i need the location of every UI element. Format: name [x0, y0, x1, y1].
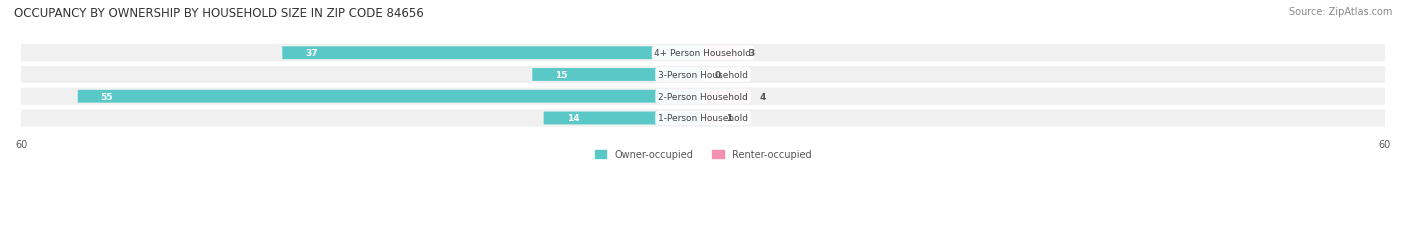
Text: 3: 3 [748, 49, 755, 58]
FancyBboxPatch shape [703, 90, 748, 103]
Legend: Owner-occupied, Renter-occupied: Owner-occupied, Renter-occupied [591, 146, 815, 164]
Text: OCCUPANCY BY OWNERSHIP BY HOUSEHOLD SIZE IN ZIP CODE 84656: OCCUPANCY BY OWNERSHIP BY HOUSEHOLD SIZE… [14, 7, 423, 20]
Text: 1-Person Household: 1-Person Household [658, 114, 748, 123]
Text: 37: 37 [305, 49, 318, 58]
Text: 4: 4 [759, 92, 766, 101]
FancyBboxPatch shape [703, 112, 714, 125]
FancyBboxPatch shape [21, 45, 1385, 62]
FancyBboxPatch shape [77, 90, 703, 103]
FancyBboxPatch shape [283, 47, 703, 60]
Text: 0: 0 [714, 71, 720, 80]
FancyBboxPatch shape [21, 67, 1385, 84]
FancyBboxPatch shape [703, 47, 737, 60]
FancyBboxPatch shape [21, 88, 1385, 105]
Text: 14: 14 [567, 114, 579, 123]
Text: 1: 1 [725, 114, 733, 123]
FancyBboxPatch shape [21, 110, 1385, 127]
Text: 4+ Person Household: 4+ Person Household [655, 49, 751, 58]
FancyBboxPatch shape [544, 112, 703, 125]
Text: 55: 55 [101, 92, 112, 101]
Text: 3-Person Household: 3-Person Household [658, 71, 748, 80]
Text: 15: 15 [555, 71, 568, 80]
Text: 2-Person Household: 2-Person Household [658, 92, 748, 101]
FancyBboxPatch shape [533, 69, 703, 82]
Text: Source: ZipAtlas.com: Source: ZipAtlas.com [1288, 7, 1392, 17]
